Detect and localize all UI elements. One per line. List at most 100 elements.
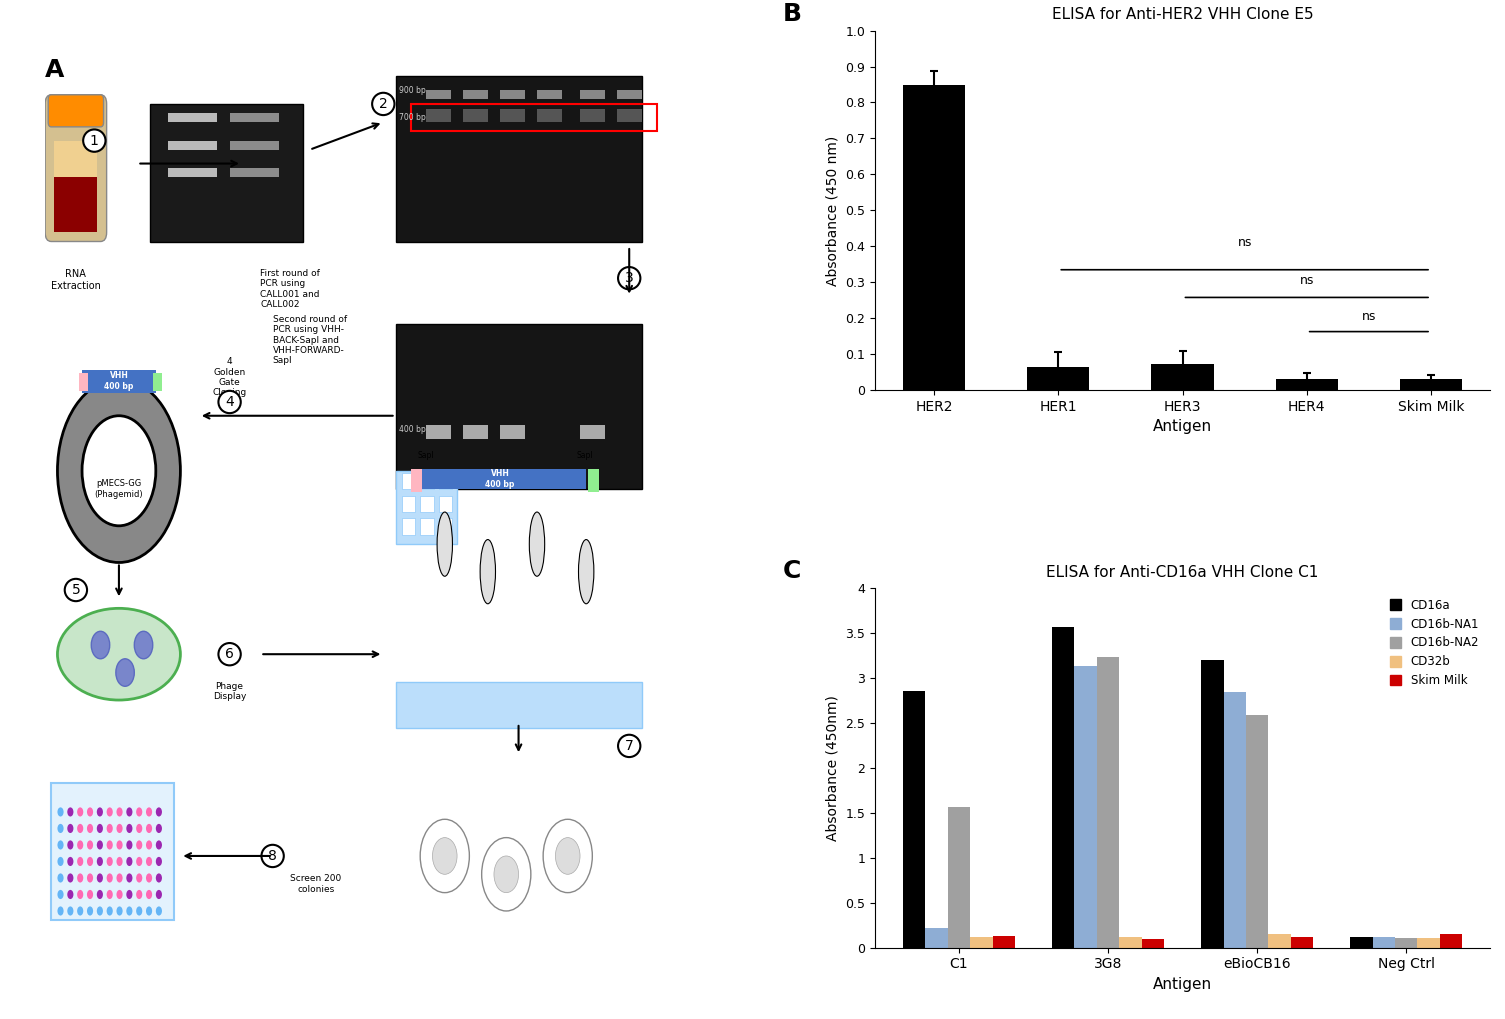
Circle shape — [494, 856, 519, 893]
Bar — [420, 519, 433, 535]
Circle shape — [135, 857, 143, 866]
Text: 4
Golden
Gate
Cloning: 4 Golden Gate Cloning — [212, 358, 247, 397]
Text: ns: ns — [1362, 310, 1376, 323]
Circle shape — [87, 873, 93, 882]
Bar — [1269, 934, 1291, 948]
Circle shape — [57, 907, 63, 915]
Bar — [83, 370, 157, 393]
Bar — [1418, 937, 1440, 948]
Circle shape — [116, 841, 122, 850]
Title: ELISA for Anti-HER2 VHH Clone E5: ELISA for Anti-HER2 VHH Clone E5 — [1052, 7, 1314, 22]
Text: 900 bp: 900 bp — [399, 86, 426, 95]
Circle shape — [543, 819, 593, 893]
Circle shape — [87, 907, 93, 915]
Bar — [579, 91, 605, 100]
Circle shape — [68, 907, 74, 915]
Circle shape — [96, 857, 102, 866]
Circle shape — [96, 873, 102, 882]
Bar — [402, 495, 415, 512]
Text: 3: 3 — [625, 271, 634, 285]
Bar — [411, 104, 656, 131]
Circle shape — [77, 841, 83, 850]
Circle shape — [126, 873, 132, 882]
Bar — [1142, 938, 1163, 948]
Bar — [1028, 367, 1090, 390]
Circle shape — [126, 823, 132, 833]
Circle shape — [126, 907, 132, 915]
Y-axis label: Absorbance (450nm): Absorbance (450nm) — [826, 695, 840, 841]
Circle shape — [107, 907, 113, 915]
Circle shape — [83, 416, 157, 526]
Circle shape — [68, 890, 74, 899]
Bar — [971, 936, 992, 948]
Legend: CD16a, CD16b-NA1, CD16b-NA2, CD32b, Skim Milk: CD16a, CD16b-NA1, CD16b-NA2, CD32b, Skim… — [1385, 594, 1484, 692]
Circle shape — [116, 907, 122, 915]
Circle shape — [77, 873, 83, 882]
Circle shape — [107, 841, 113, 850]
Circle shape — [135, 807, 143, 816]
Circle shape — [87, 857, 93, 866]
Bar — [169, 141, 217, 150]
Circle shape — [116, 807, 122, 816]
Bar — [411, 469, 421, 492]
Bar — [464, 425, 488, 438]
Circle shape — [135, 907, 143, 915]
Bar — [438, 495, 452, 512]
Circle shape — [107, 873, 113, 882]
Bar — [1075, 666, 1097, 948]
Bar — [1201, 660, 1224, 948]
Circle shape — [116, 857, 122, 866]
Circle shape — [157, 890, 163, 899]
Bar — [420, 473, 433, 489]
Circle shape — [157, 807, 163, 816]
Bar — [1350, 936, 1373, 948]
Bar — [464, 91, 488, 100]
Text: RNA
Extraction: RNA Extraction — [51, 269, 101, 290]
Circle shape — [126, 857, 132, 866]
Bar — [588, 469, 599, 492]
Ellipse shape — [57, 608, 181, 700]
Circle shape — [146, 841, 152, 850]
Circle shape — [157, 857, 163, 866]
Bar — [396, 324, 641, 489]
Bar — [903, 692, 926, 948]
Circle shape — [135, 841, 143, 850]
Text: 700 bp: 700 bp — [399, 113, 426, 122]
Circle shape — [68, 841, 74, 850]
Circle shape — [126, 841, 132, 850]
Bar — [537, 109, 561, 122]
Text: pMECS-GG
(Phagemid): pMECS-GG (Phagemid) — [95, 479, 143, 499]
Bar — [230, 113, 278, 122]
Bar — [51, 783, 175, 920]
Circle shape — [68, 857, 74, 866]
Circle shape — [135, 873, 143, 882]
Circle shape — [96, 807, 102, 816]
Circle shape — [77, 907, 83, 915]
Circle shape — [87, 890, 93, 899]
Text: 4: 4 — [226, 395, 233, 409]
Bar — [500, 91, 525, 100]
Circle shape — [77, 823, 83, 833]
Circle shape — [57, 379, 181, 562]
Circle shape — [77, 807, 83, 816]
Bar — [426, 425, 452, 438]
Circle shape — [107, 823, 113, 833]
Ellipse shape — [578, 540, 594, 603]
Circle shape — [146, 823, 152, 833]
Circle shape — [96, 823, 102, 833]
Bar — [537, 91, 561, 100]
Circle shape — [146, 857, 152, 866]
Circle shape — [96, 890, 102, 899]
Bar — [1151, 365, 1213, 390]
Text: 6: 6 — [226, 647, 235, 661]
Circle shape — [157, 907, 163, 915]
Bar — [926, 928, 948, 948]
Bar — [1400, 379, 1461, 390]
Bar — [1052, 627, 1075, 948]
Circle shape — [107, 807, 113, 816]
Bar — [1097, 657, 1120, 948]
Text: VHH
400 bp: VHH 400 bp — [104, 371, 134, 390]
Bar — [420, 495, 433, 512]
Circle shape — [146, 907, 152, 915]
Bar — [903, 86, 965, 390]
